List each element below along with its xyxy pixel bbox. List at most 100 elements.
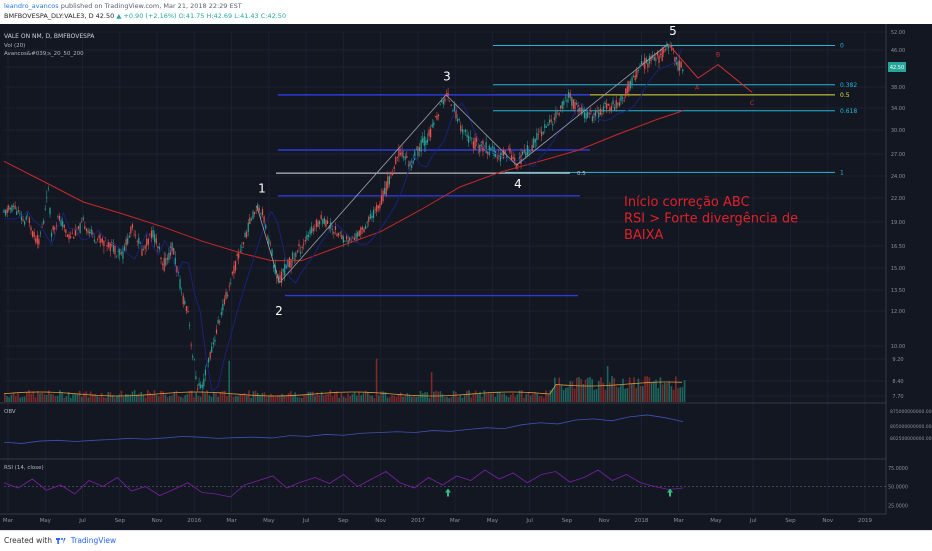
volume-bar	[226, 396, 228, 402]
obv-pane	[3, 414, 684, 444]
candle-body	[47, 188, 50, 190]
candle-body	[680, 61, 682, 68]
time-tick-label: 2018	[634, 518, 648, 524]
time-tick-label: Jul	[749, 518, 757, 524]
candle-body	[658, 55, 660, 63]
volume-bar	[219, 391, 222, 402]
time-tick-label: Jul	[525, 518, 533, 524]
candle-body	[380, 195, 383, 205]
volume-bar	[287, 393, 290, 402]
volume-bar	[296, 397, 299, 402]
candle-body	[58, 215, 61, 221]
indicator-title: Vol (20)	[4, 43, 25, 49]
candle-body	[374, 208, 376, 210]
candle-body	[239, 251, 241, 253]
publish-header: leandro_avancos published on TradingView…	[0, 0, 932, 24]
tradingview-brand[interactable]: TradingView	[70, 536, 117, 545]
candle-body	[529, 151, 532, 153]
volume-bar	[52, 394, 54, 402]
created-with: Created with TradingView	[4, 536, 116, 545]
candle-body	[396, 156, 398, 158]
volume-bar	[422, 393, 424, 402]
candle-body	[522, 151, 524, 155]
candle-body	[231, 272, 233, 274]
volume-bar	[468, 390, 470, 402]
candle-body	[499, 153, 502, 162]
rsi-signal-arrow-icon	[445, 488, 451, 497]
volume-bar	[543, 397, 545, 402]
candle-body	[225, 291, 227, 299]
rsi-tick-label: 75.0000	[888, 466, 908, 472]
volume-bar	[642, 386, 644, 402]
candle-body	[528, 149, 530, 154]
last-price-marker	[888, 62, 906, 72]
candle-body	[365, 225, 367, 229]
volume-bar	[604, 389, 607, 402]
candle-body	[249, 217, 251, 225]
candle-body	[89, 231, 91, 234]
candle-body	[280, 271, 283, 283]
volume-bar	[232, 396, 235, 402]
volume-bar	[492, 393, 494, 402]
candle-body	[234, 260, 237, 271]
volume-bar	[127, 394, 129, 402]
volume-bar	[628, 377, 631, 402]
candle-body	[621, 97, 624, 99]
candle-body	[136, 241, 138, 242]
candle-body	[637, 69, 639, 71]
candle-body	[92, 232, 94, 235]
volume-bar	[679, 387, 681, 402]
candle-body	[575, 102, 578, 105]
volume-bar	[320, 391, 323, 402]
candle-body	[116, 255, 118, 257]
candle-body	[255, 210, 257, 211]
volume-bar	[602, 382, 604, 402]
candle-body	[571, 97, 573, 106]
candle-body	[452, 110, 454, 111]
price-tick-label: 16.50	[891, 244, 905, 250]
volume-bar	[221, 391, 224, 402]
volume-bar	[290, 391, 292, 402]
candle-body	[265, 224, 267, 229]
candle-body	[200, 384, 202, 389]
volume-bar	[501, 393, 503, 402]
volume-bar	[595, 388, 598, 402]
chart-area[interactable]: 0 0.382 0.5 0.618 1 0.5 A B C 1 2 3 4 5 Início correçã…	[0, 24, 932, 530]
fib-level-label: 0	[840, 43, 844, 50]
volume-bar	[217, 396, 219, 402]
volume-bar	[571, 381, 574, 402]
pane-titles: VALE ON NM, D, BMFBOVESPA Vol (20) Avancos…	[4, 33, 95, 471]
volume-bar	[210, 397, 213, 402]
candle-body	[160, 257, 162, 260]
candle-body	[623, 100, 625, 102]
candle-body	[60, 219, 62, 226]
candle-body	[661, 49, 663, 61]
volume-bar	[589, 376, 591, 402]
candle-body	[357, 232, 359, 237]
volume-bar	[144, 397, 147, 402]
volume-bar	[402, 396, 404, 402]
volume-bar	[375, 358, 378, 402]
volume-bar	[298, 397, 301, 402]
candle-body	[617, 103, 619, 105]
candle-body	[38, 239, 40, 245]
candle-body	[650, 56, 652, 61]
candle-body	[582, 108, 584, 111]
candle-body	[339, 232, 341, 234]
volume-bar	[411, 396, 413, 402]
candle-body	[246, 231, 248, 238]
volume-bar	[105, 397, 107, 402]
volume-bar	[470, 397, 472, 402]
axes: Mar May Jul Sep Nov 2016 Mar May Jul Sep Nov 2017 Ma…	[3, 30, 932, 524]
author-link[interactable]: leandro_avancos	[4, 2, 59, 10]
rsi-tick-label: 25.0000	[888, 503, 908, 509]
volume-bar	[261, 393, 263, 402]
chart-svg[interactable]: 0 0.382 0.5 0.618 1 0.5 A B C 1 2 3 4 5 Início correçã…	[0, 24, 932, 530]
candle-body	[548, 119, 551, 123]
time-tick-label: Mar	[450, 518, 461, 524]
candle-body	[550, 119, 552, 122]
candle-body	[195, 376, 197, 379]
candle-body	[667, 44, 670, 49]
volume-bar	[147, 390, 149, 402]
volume-bar	[175, 390, 178, 402]
